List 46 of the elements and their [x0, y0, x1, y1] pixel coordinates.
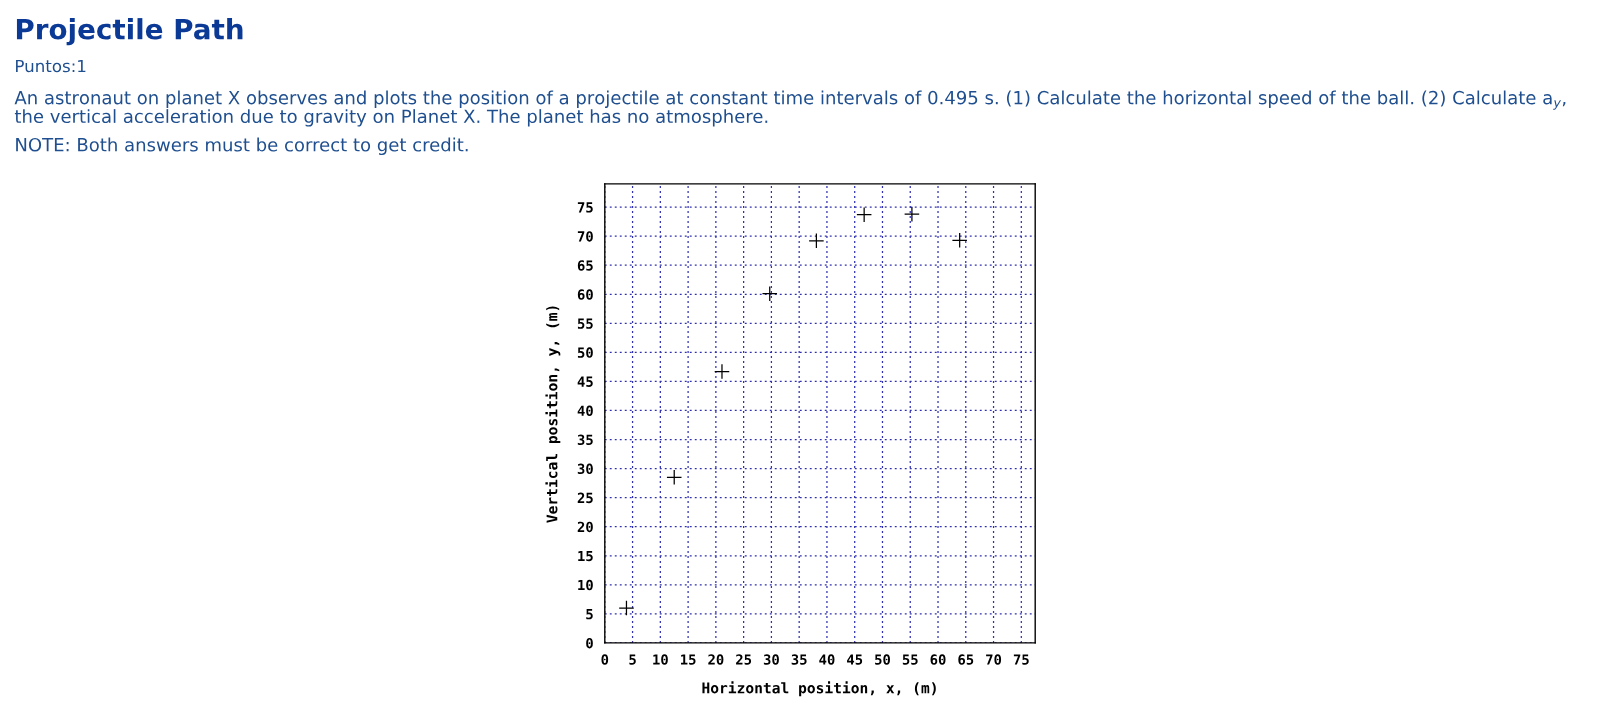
- point: [808, 232, 825, 249]
- text: NOTE: Both answers must be correct to get credit.: [16, 137, 468, 156]
- x-tick-label: 10: [653, 654, 668, 665]
- y-tick-label: 55: [577, 318, 593, 329]
- x-tick-label: 60: [930, 654, 946, 665]
- y-tick-label: 65: [577, 260, 593, 271]
- point: [761, 285, 778, 302]
- x-axis-title: Horizontal position, x, (m): [702, 681, 936, 697]
- point: [951, 232, 968, 249]
- point: [618, 600, 635, 616]
- x-tick-label: 15: [681, 654, 696, 665]
- x-tick-label: 0: [601, 654, 609, 665]
- y-tick-label: 30: [577, 463, 593, 475]
- point: [714, 363, 730, 380]
- y-tick-label: 5: [586, 609, 593, 620]
- x-tick-label: 65: [958, 654, 974, 665]
- x-tick-label: 70: [986, 654, 1002, 665]
- x-tick-label: 40: [819, 654, 835, 665]
- y-tick-label: 10: [578, 579, 593, 591]
- y-tick-label: 60: [577, 289, 593, 300]
- point: [666, 469, 683, 486]
- y-tick-label: 45: [577, 376, 593, 387]
- x-tick-label: 55: [902, 654, 918, 665]
- y-axis-title: Vertical position, y, (m): [545, 306, 561, 523]
- y-tick-label: 25: [577, 492, 593, 504]
- x-tick-label: 35: [791, 654, 807, 665]
- text: An astronaut on planet X observes and plots the position of a projectile at constant time intervals of 0.495 s. (1) Calculate the horizontal speed of the ball. (2) Calculate a$_{y}$, the vertical acceleration due to gravity on Planet X. The planet has no atmosphere.: [14, 90, 1566, 127]
- text: Projectile Path: [16, 18, 243, 46]
- text: Puntos:1: [16, 59, 86, 73]
- point: [904, 206, 920, 223]
- y-tick-label: 20: [577, 521, 593, 533]
- y-tick-label: 70: [577, 231, 593, 242]
- y-tick-label: 35: [577, 434, 593, 446]
- x-tick-label: 45: [847, 654, 863, 665]
- y-tick-label: 40: [577, 405, 593, 416]
- x-tick-label: 50: [875, 654, 891, 665]
- x-tick-label: 75: [1013, 654, 1029, 665]
- y-tick-label: 0: [586, 637, 593, 649]
- x-tick-label: 20: [708, 654, 724, 665]
- y-tick-label: 15: [578, 550, 593, 562]
- point: [856, 206, 873, 223]
- x-tick-label: 30: [763, 654, 779, 665]
- y-tick-label: 50: [577, 347, 593, 358]
- x-tick-label: 5: [629, 654, 636, 665]
- x-tick-label: 25: [736, 654, 752, 665]
- y-tick-label: 75: [577, 202, 593, 213]
